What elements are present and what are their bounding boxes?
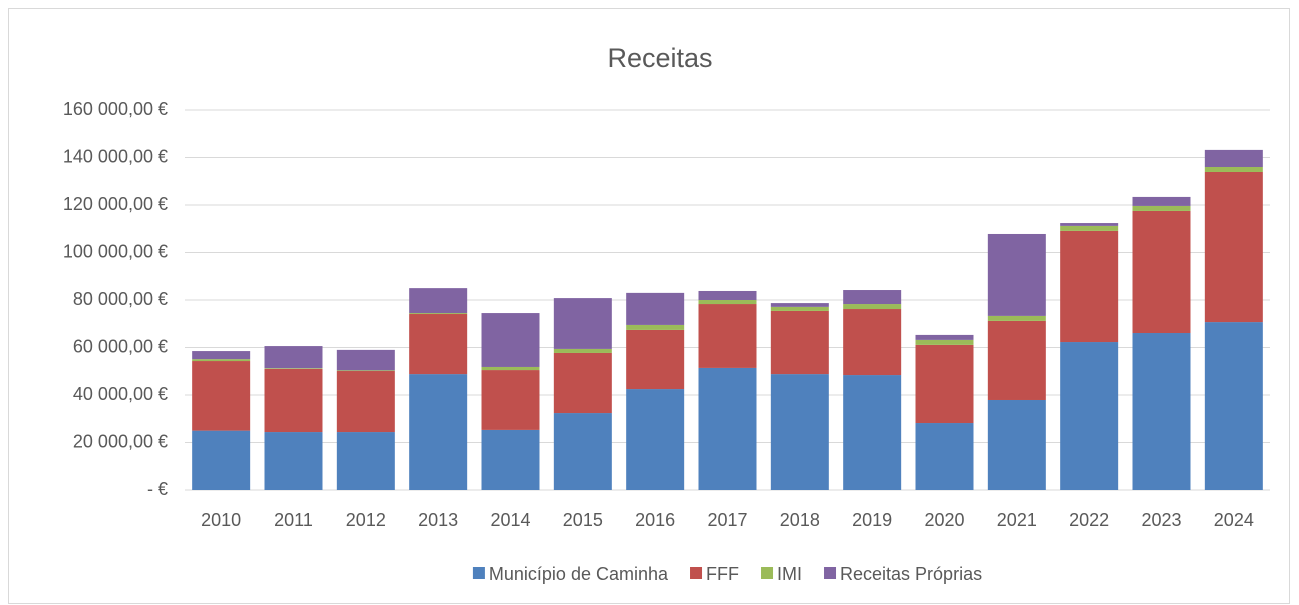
legend-swatch: [761, 567, 774, 579]
bar-segment: [336, 432, 395, 490]
bar-segment: [770, 310, 829, 375]
bar-segment: [409, 288, 468, 314]
x-tick-label: 2013: [418, 510, 458, 530]
bar-segment: [1204, 171, 1263, 323]
bar-segment: [409, 374, 468, 490]
x-tick-label: 2021: [997, 510, 1037, 530]
x-tick-label: 2016: [635, 510, 675, 530]
bar-segment: [843, 304, 902, 310]
bar-segment: [843, 290, 902, 305]
bar-segment: [987, 320, 1046, 400]
legend-swatch: [472, 567, 485, 579]
bar-segment: [987, 315, 1046, 321]
bar-segment: [1204, 149, 1263, 167]
bar-segment: [1132, 196, 1191, 206]
y-tick-label: 160 000,00 €: [63, 99, 168, 119]
bar-segment: [264, 368, 323, 369]
bar-segment: [264, 368, 323, 433]
bar-segment: [481, 313, 540, 367]
bar-segment: [626, 324, 685, 330]
x-tick-label: 2012: [346, 510, 386, 530]
y-tick-label: 40 000,00 €: [73, 384, 168, 404]
bar-segment: [481, 429, 540, 490]
legend-label: Receitas Próprias: [840, 564, 982, 584]
x-tick-label: 2023: [1141, 510, 1181, 530]
bar-segment: [553, 352, 612, 414]
bar-segment: [626, 292, 685, 325]
bar-segment: [1132, 205, 1191, 211]
x-tick-label: 2022: [1069, 510, 1109, 530]
y-tick-label: 100 000,00 €: [63, 241, 168, 261]
bar-segment: [1060, 230, 1119, 343]
bar-segment: [192, 351, 251, 360]
bar-segment: [770, 303, 829, 307]
bar-segment: [1132, 210, 1191, 334]
bar-segment: [481, 370, 540, 430]
legend-label: Município de Caminha: [489, 564, 669, 584]
bar-segment: [915, 423, 974, 490]
bar-segment: [1204, 167, 1263, 172]
bar-segment: [1132, 333, 1191, 490]
y-tick-label: 120 000,00 €: [63, 194, 168, 214]
bar-segment: [843, 375, 902, 490]
bar-segment: [1060, 225, 1119, 231]
bar-segment: [192, 430, 251, 490]
bar-segment: [409, 313, 468, 315]
y-tick-label: 60 000,00 €: [73, 336, 168, 356]
bar-segment: [409, 314, 468, 375]
x-tick-label: 2019: [852, 510, 892, 530]
legend-label: IMI: [777, 564, 802, 584]
bar-segment: [698, 300, 757, 305]
bar-segment: [1204, 322, 1263, 490]
bar-segment: [626, 329, 685, 390]
legend-swatch: [824, 567, 837, 579]
legend-label: FFF: [706, 564, 739, 584]
bar-segment: [770, 306, 829, 311]
x-tick-label: 2024: [1214, 510, 1254, 530]
bar-segment: [915, 339, 974, 345]
x-tick-label: 2010: [201, 510, 241, 530]
bar-segment: [987, 233, 1046, 316]
bar-segment: [698, 290, 757, 300]
bar-segment: [987, 399, 1046, 490]
bar-segment: [915, 334, 974, 340]
chart-title: Receitas: [607, 43, 712, 73]
bar-segment: [770, 374, 829, 490]
bar-segment: [698, 304, 757, 368]
y-tick-label: 140 000,00 €: [63, 146, 168, 166]
bar-segment: [336, 371, 395, 433]
y-tick-label: - €: [147, 479, 168, 499]
bar-segment: [192, 359, 251, 362]
bar-segment: [481, 366, 540, 371]
bar-segment: [843, 309, 902, 376]
x-tick-label: 2017: [707, 510, 747, 530]
bar-segment: [1060, 223, 1119, 226]
bar-segment: [553, 348, 612, 353]
x-tick-label: 2015: [563, 510, 603, 530]
bar-segment: [626, 389, 685, 490]
bar-segment: [553, 298, 612, 349]
bar-segment: [264, 346, 323, 369]
x-tick-label: 2018: [780, 510, 820, 530]
bar-segment: [698, 367, 757, 490]
x-tick-label: 2020: [924, 510, 964, 530]
bar-segment: [336, 349, 395, 371]
bar-segment: [1060, 342, 1119, 490]
bar-segment: [336, 370, 395, 372]
bar-segment: [192, 361, 251, 431]
x-tick-label: 2011: [274, 510, 313, 530]
y-tick-label: 20 000,00 €: [73, 431, 168, 451]
legend-swatch: [690, 567, 703, 579]
y-tick-label: 80 000,00 €: [73, 289, 168, 309]
bar-segment: [915, 344, 974, 424]
bar-segment: [553, 413, 612, 490]
bar-segment: [264, 432, 323, 490]
x-tick-label: 2014: [490, 510, 530, 530]
